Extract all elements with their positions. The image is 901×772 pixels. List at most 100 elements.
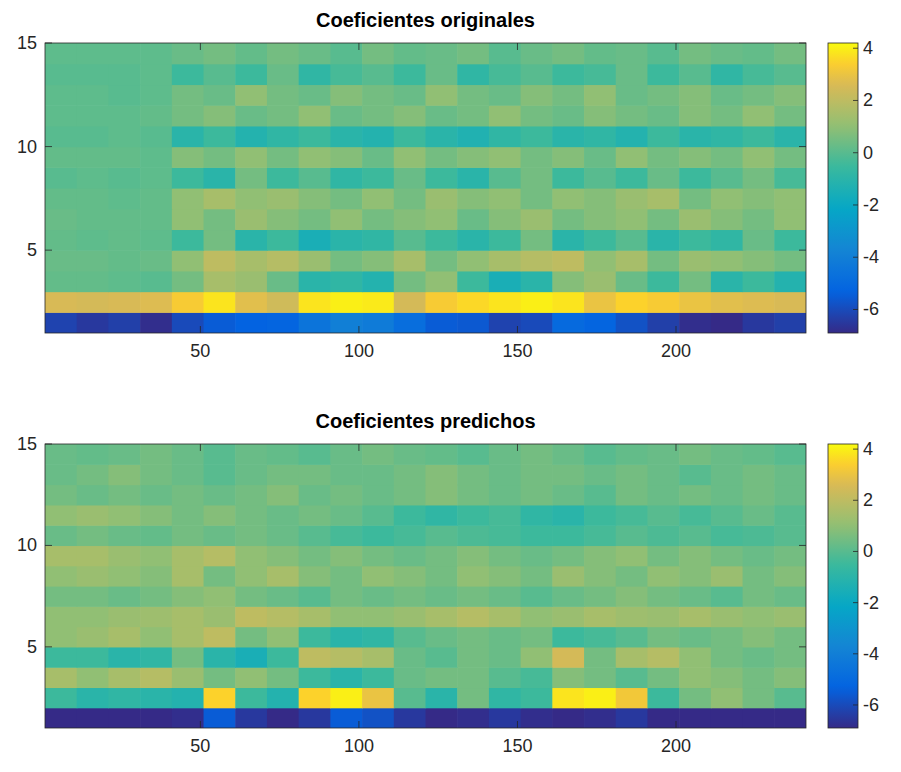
colorbar-tick-label: -6	[863, 299, 879, 319]
cell	[616, 209, 648, 230]
colorbar-tick-label: 0	[863, 143, 873, 163]
cell	[647, 147, 679, 168]
cell	[77, 566, 109, 587]
cell	[330, 586, 362, 607]
cell	[235, 586, 267, 607]
cell	[235, 708, 267, 728]
cell	[584, 167, 616, 188]
cell	[584, 105, 616, 126]
cell	[774, 566, 806, 587]
cell	[616, 271, 648, 292]
cell	[362, 525, 394, 546]
cell	[108, 229, 140, 250]
cell	[584, 64, 616, 85]
cell	[108, 147, 140, 168]
cell	[616, 708, 648, 728]
cell	[299, 505, 331, 526]
cell	[140, 209, 172, 230]
cell	[267, 292, 299, 313]
cell	[172, 505, 204, 526]
colorbar-tick-label: 2	[863, 90, 873, 110]
cell	[552, 606, 584, 627]
cell	[521, 188, 553, 209]
cell	[330, 312, 362, 333]
cell	[743, 444, 775, 465]
cell	[521, 485, 553, 506]
cell	[394, 43, 426, 64]
cell	[108, 444, 140, 465]
cell	[330, 627, 362, 648]
cell	[330, 464, 362, 485]
cell	[394, 312, 426, 333]
cell	[172, 167, 204, 188]
cell	[584, 606, 616, 627]
y-tick	[45, 43, 52, 44]
cell	[774, 43, 806, 64]
cell	[774, 292, 806, 313]
cell	[616, 444, 648, 465]
colorbar-tick-label: -4	[863, 247, 879, 267]
cell	[362, 586, 394, 607]
cell	[267, 485, 299, 506]
cell	[204, 105, 236, 126]
cell	[521, 627, 553, 648]
cell	[743, 464, 775, 485]
colorbar-tick-label: -4	[863, 644, 879, 664]
cell	[362, 229, 394, 250]
cell	[552, 525, 584, 546]
cell	[394, 687, 426, 708]
cell	[77, 188, 109, 209]
cell	[521, 708, 553, 728]
cell	[140, 292, 172, 313]
cell	[204, 647, 236, 668]
cell	[743, 105, 775, 126]
cell	[489, 525, 521, 546]
cell	[108, 606, 140, 627]
cell	[711, 229, 743, 250]
cell	[362, 188, 394, 209]
cell	[362, 545, 394, 566]
cell	[457, 687, 489, 708]
cell	[299, 167, 331, 188]
cell	[140, 126, 172, 147]
cell	[172, 545, 204, 566]
cell	[489, 566, 521, 587]
cell	[108, 126, 140, 147]
x-tick-label: 50	[190, 341, 210, 361]
cell	[108, 505, 140, 526]
cell	[426, 167, 458, 188]
cell	[647, 167, 679, 188]
cell	[267, 586, 299, 607]
cell	[267, 105, 299, 126]
cell	[679, 147, 711, 168]
colorbar-tick	[853, 449, 858, 450]
cell	[647, 292, 679, 313]
x-tick	[200, 444, 201, 451]
cell	[489, 292, 521, 313]
cell	[489, 444, 521, 465]
cell	[45, 209, 77, 230]
cell	[711, 505, 743, 526]
cell	[711, 64, 743, 85]
cell	[774, 687, 806, 708]
cell	[140, 647, 172, 668]
cell	[552, 444, 584, 465]
cell	[647, 485, 679, 506]
x-tick	[200, 43, 201, 50]
cell	[330, 444, 362, 465]
cell	[330, 566, 362, 587]
cell	[743, 586, 775, 607]
cell	[45, 312, 77, 333]
cell	[774, 312, 806, 333]
cell	[774, 64, 806, 85]
cell	[457, 84, 489, 105]
cell	[267, 271, 299, 292]
cell	[172, 444, 204, 465]
cell	[743, 167, 775, 188]
cell	[235, 606, 267, 627]
cell	[552, 505, 584, 526]
cell	[679, 229, 711, 250]
cell	[679, 667, 711, 688]
cell	[330, 84, 362, 105]
cell	[172, 606, 204, 627]
